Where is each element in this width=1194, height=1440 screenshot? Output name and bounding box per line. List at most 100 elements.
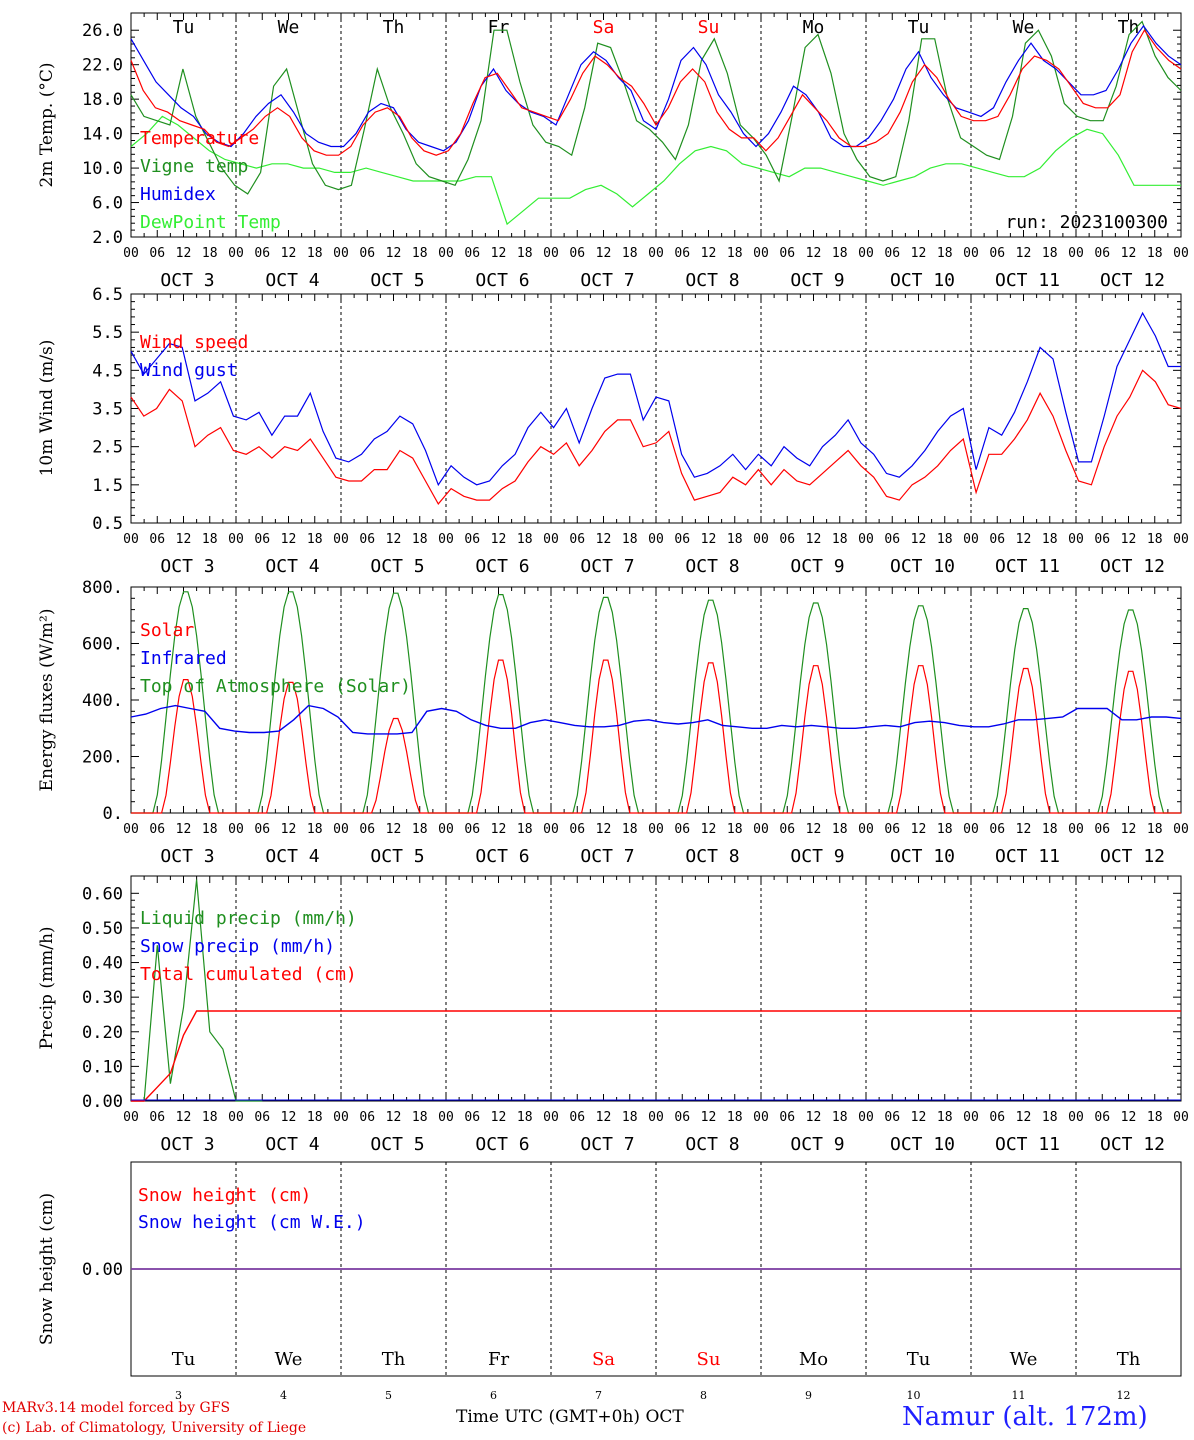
x-hour-label: 12 [176, 532, 192, 547]
day-number: 11 [1012, 1389, 1026, 1402]
x-date-label: OCT 6 [475, 1134, 529, 1155]
x-hour-label: 06 [884, 246, 900, 261]
y-tick-label: 2.5 [92, 438, 123, 458]
legend-liquid-precip-mm-h-: Liquid precip (mm/h) [140, 908, 357, 929]
x-hour-label: 00 [858, 822, 874, 837]
run-label: run: 2023100300 [1005, 212, 1168, 233]
x-date-label: OCT 4 [265, 1134, 319, 1155]
x-hour-label: 00 [648, 1110, 664, 1125]
x-hour-label: 06 [254, 822, 270, 837]
y-tick-label: 0.00 [82, 1092, 123, 1112]
x-date-label: OCT 10 [890, 846, 955, 867]
x-hour-label: 00 [228, 822, 244, 837]
series-liquid-precip [131, 879, 263, 1102]
legend-humidex: Humidex [140, 184, 216, 205]
x-hour-label: 18 [1042, 1110, 1058, 1125]
x-hour-label: 00 [333, 532, 349, 547]
x-hour-label: 12 [1016, 532, 1032, 547]
x-date-label: OCT 7 [580, 556, 634, 577]
x-hour-label: 00 [963, 822, 979, 837]
x-hour-label: 06 [359, 1110, 375, 1125]
x-hour-label: 18 [1147, 822, 1163, 837]
x-hour-label: 18 [622, 1110, 638, 1125]
x-hour-label: 06 [359, 532, 375, 547]
x-date-label: OCT 11 [995, 270, 1060, 291]
x-date-label: OCT 5 [370, 270, 424, 291]
x-hour-label: 00 [648, 246, 664, 261]
x-hour-label: 00 [753, 822, 769, 837]
x-hour-label: 06 [569, 822, 585, 837]
x-hour-label: 06 [674, 822, 690, 837]
y-axis-label: Energy fluxes (W/m²) [37, 609, 57, 792]
x-hour-label: 18 [832, 532, 848, 547]
x-date-label: OCT 4 [265, 846, 319, 867]
day-label: Sa [593, 17, 615, 38]
x-hour-label: 12 [491, 1110, 507, 1125]
day-number: 10 [907, 1389, 921, 1402]
x-hour-label: 06 [884, 532, 900, 547]
x-hour-label: 00 [123, 822, 139, 837]
x-hour-label: 18 [622, 532, 638, 547]
legend-vigne-temp: Vigne temp [140, 156, 248, 177]
x-date-label: OCT 7 [580, 270, 634, 291]
x-hour-label: 18 [937, 822, 953, 837]
x-hour-label: 18 [727, 1110, 743, 1125]
x-hour-label: 06 [1094, 246, 1110, 261]
y-tick-label: 200. [82, 748, 123, 768]
x-hour-label: 06 [884, 1110, 900, 1125]
x-hour-label: 12 [596, 822, 612, 837]
x-hour-label: 12 [1121, 1110, 1137, 1125]
x-hour-label: 06 [779, 1110, 795, 1125]
x-date-label: OCT 8 [685, 846, 739, 867]
x-hour-label: 06 [989, 1110, 1005, 1125]
x-hour-label: 12 [701, 1110, 717, 1125]
x-hour-label: 12 [806, 1110, 822, 1125]
x-hour-label: 18 [307, 822, 323, 837]
x-date-label: OCT 3 [160, 1134, 214, 1155]
x-hour-label: 00 [1068, 532, 1084, 547]
x-hour-label: 00 [963, 532, 979, 547]
y-tick-label: 0.50 [82, 919, 123, 939]
day-number: 9 [805, 1389, 812, 1402]
day-label: Su [697, 1349, 721, 1370]
x-hour-label: 00 [438, 532, 454, 547]
x-date-label: OCT 12 [1100, 556, 1165, 577]
x-hour-label: 12 [386, 822, 402, 837]
x-hour-label: 00 [648, 532, 664, 547]
x-hour-label: 12 [176, 246, 192, 261]
series-humidex [130, 24, 1182, 152]
x-hour-label: 06 [674, 532, 690, 547]
x-date-label: OCT 10 [890, 556, 955, 577]
x-hour-label: 12 [491, 246, 507, 261]
x-hour-label: 12 [911, 532, 927, 547]
x-date-label: OCT 11 [995, 846, 1060, 867]
x-hour-label: 18 [727, 532, 743, 547]
x-hour-label: 00 [1068, 1110, 1084, 1125]
x-hour-label: 12 [281, 1110, 297, 1125]
x-hour-label: 06 [779, 532, 795, 547]
y-tick-label: 0.40 [82, 954, 123, 974]
x-date-label: OCT 3 [160, 270, 214, 291]
day-label: Tu [172, 1349, 196, 1370]
x-hour-label: 18 [937, 246, 953, 261]
x-hour-label: 00 [333, 246, 349, 261]
y-tick-label: 26.0 [82, 21, 123, 41]
x-hour-label: 00 [543, 822, 559, 837]
x-hour-label: 06 [779, 246, 795, 261]
y-tick-label: 5.5 [92, 323, 123, 343]
x-hour-label: 12 [281, 246, 297, 261]
x-hour-label: 00 [228, 246, 244, 261]
x-hour-label: 06 [1094, 532, 1110, 547]
x-hour-label: 00 [1173, 532, 1189, 547]
day-label: Th [1118, 17, 1140, 38]
y-tick-label: 6.5 [92, 285, 123, 305]
x-date-label: OCT 9 [790, 1134, 844, 1155]
x-date-label: OCT 4 [265, 270, 319, 291]
x-hour-label: 12 [701, 532, 717, 547]
copyright: (c) Lab. of Climatology, University of L… [2, 1420, 307, 1436]
x-hour-label: 06 [569, 246, 585, 261]
x-date-label: OCT 5 [370, 556, 424, 577]
x-hour-label: 06 [254, 532, 270, 547]
x-date-label: OCT 8 [685, 270, 739, 291]
